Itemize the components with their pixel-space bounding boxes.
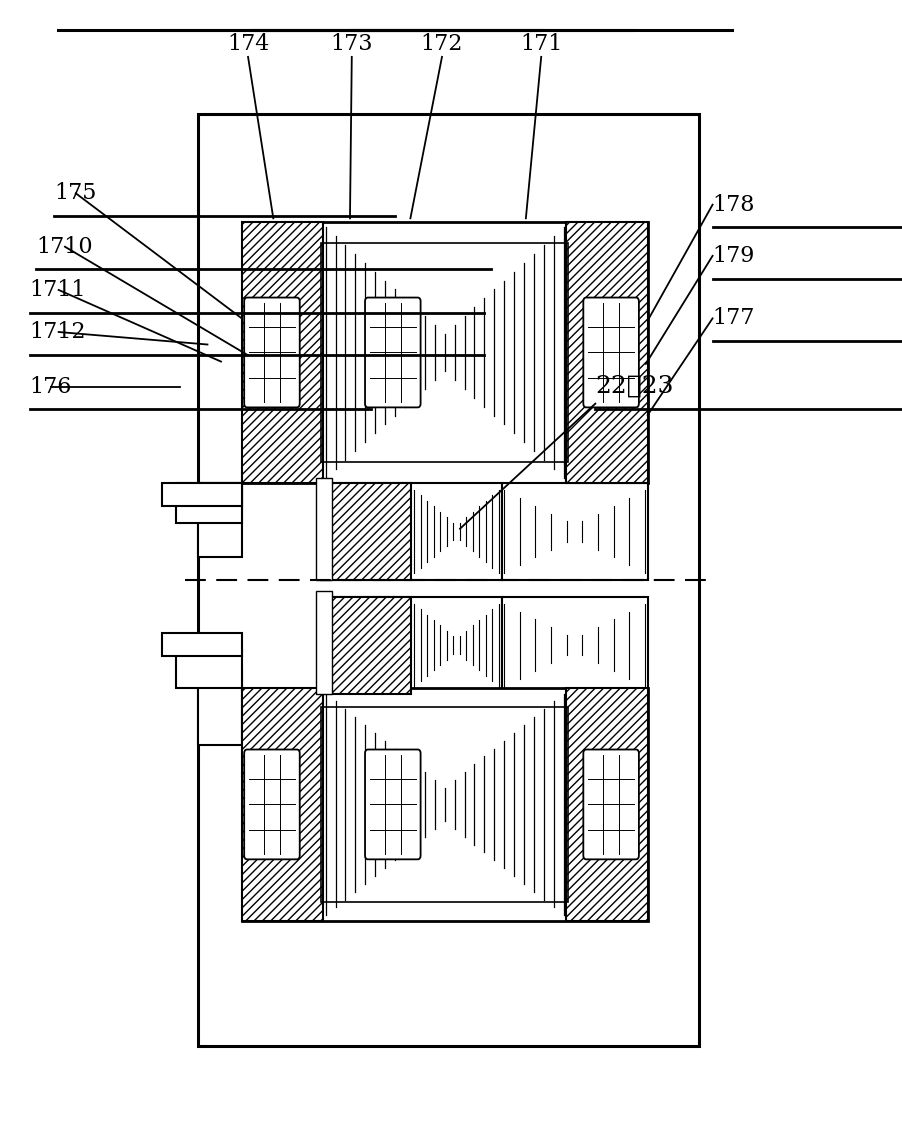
Bar [566,688,648,921]
Text: 172: 172 [421,33,463,55]
Bar [321,706,568,903]
Bar [162,483,242,506]
FancyBboxPatch shape [244,749,299,860]
Bar [198,483,242,557]
Bar [242,688,323,921]
Bar [198,114,699,1046]
Bar [321,597,502,694]
Bar [242,222,323,483]
Bar [316,591,332,694]
Bar [502,483,648,580]
Bar [502,597,648,694]
FancyBboxPatch shape [365,298,420,407]
Text: 1710: 1710 [36,235,93,258]
Text: 1711: 1711 [30,279,87,301]
Bar [198,671,242,745]
Text: 179: 179 [713,244,755,267]
FancyBboxPatch shape [365,749,420,860]
Bar [162,633,242,656]
Bar [321,242,568,463]
FancyBboxPatch shape [584,749,639,860]
Bar [321,483,411,580]
Text: 173: 173 [330,33,373,55]
Bar [176,648,242,688]
Bar [321,597,411,694]
Bar [242,222,648,483]
Text: 174: 174 [227,33,269,55]
Bar [176,483,242,523]
Text: 22或23: 22或23 [595,375,674,398]
Text: 171: 171 [520,33,562,55]
FancyBboxPatch shape [584,298,639,407]
Bar [316,478,332,580]
Text: 175: 175 [54,182,97,205]
FancyBboxPatch shape [244,298,299,407]
Text: 1712: 1712 [30,321,87,343]
Text: 176: 176 [30,375,72,398]
Bar [242,688,648,921]
Bar [321,483,502,580]
Text: 178: 178 [713,193,755,216]
Text: 177: 177 [713,307,755,330]
Bar [566,222,648,483]
